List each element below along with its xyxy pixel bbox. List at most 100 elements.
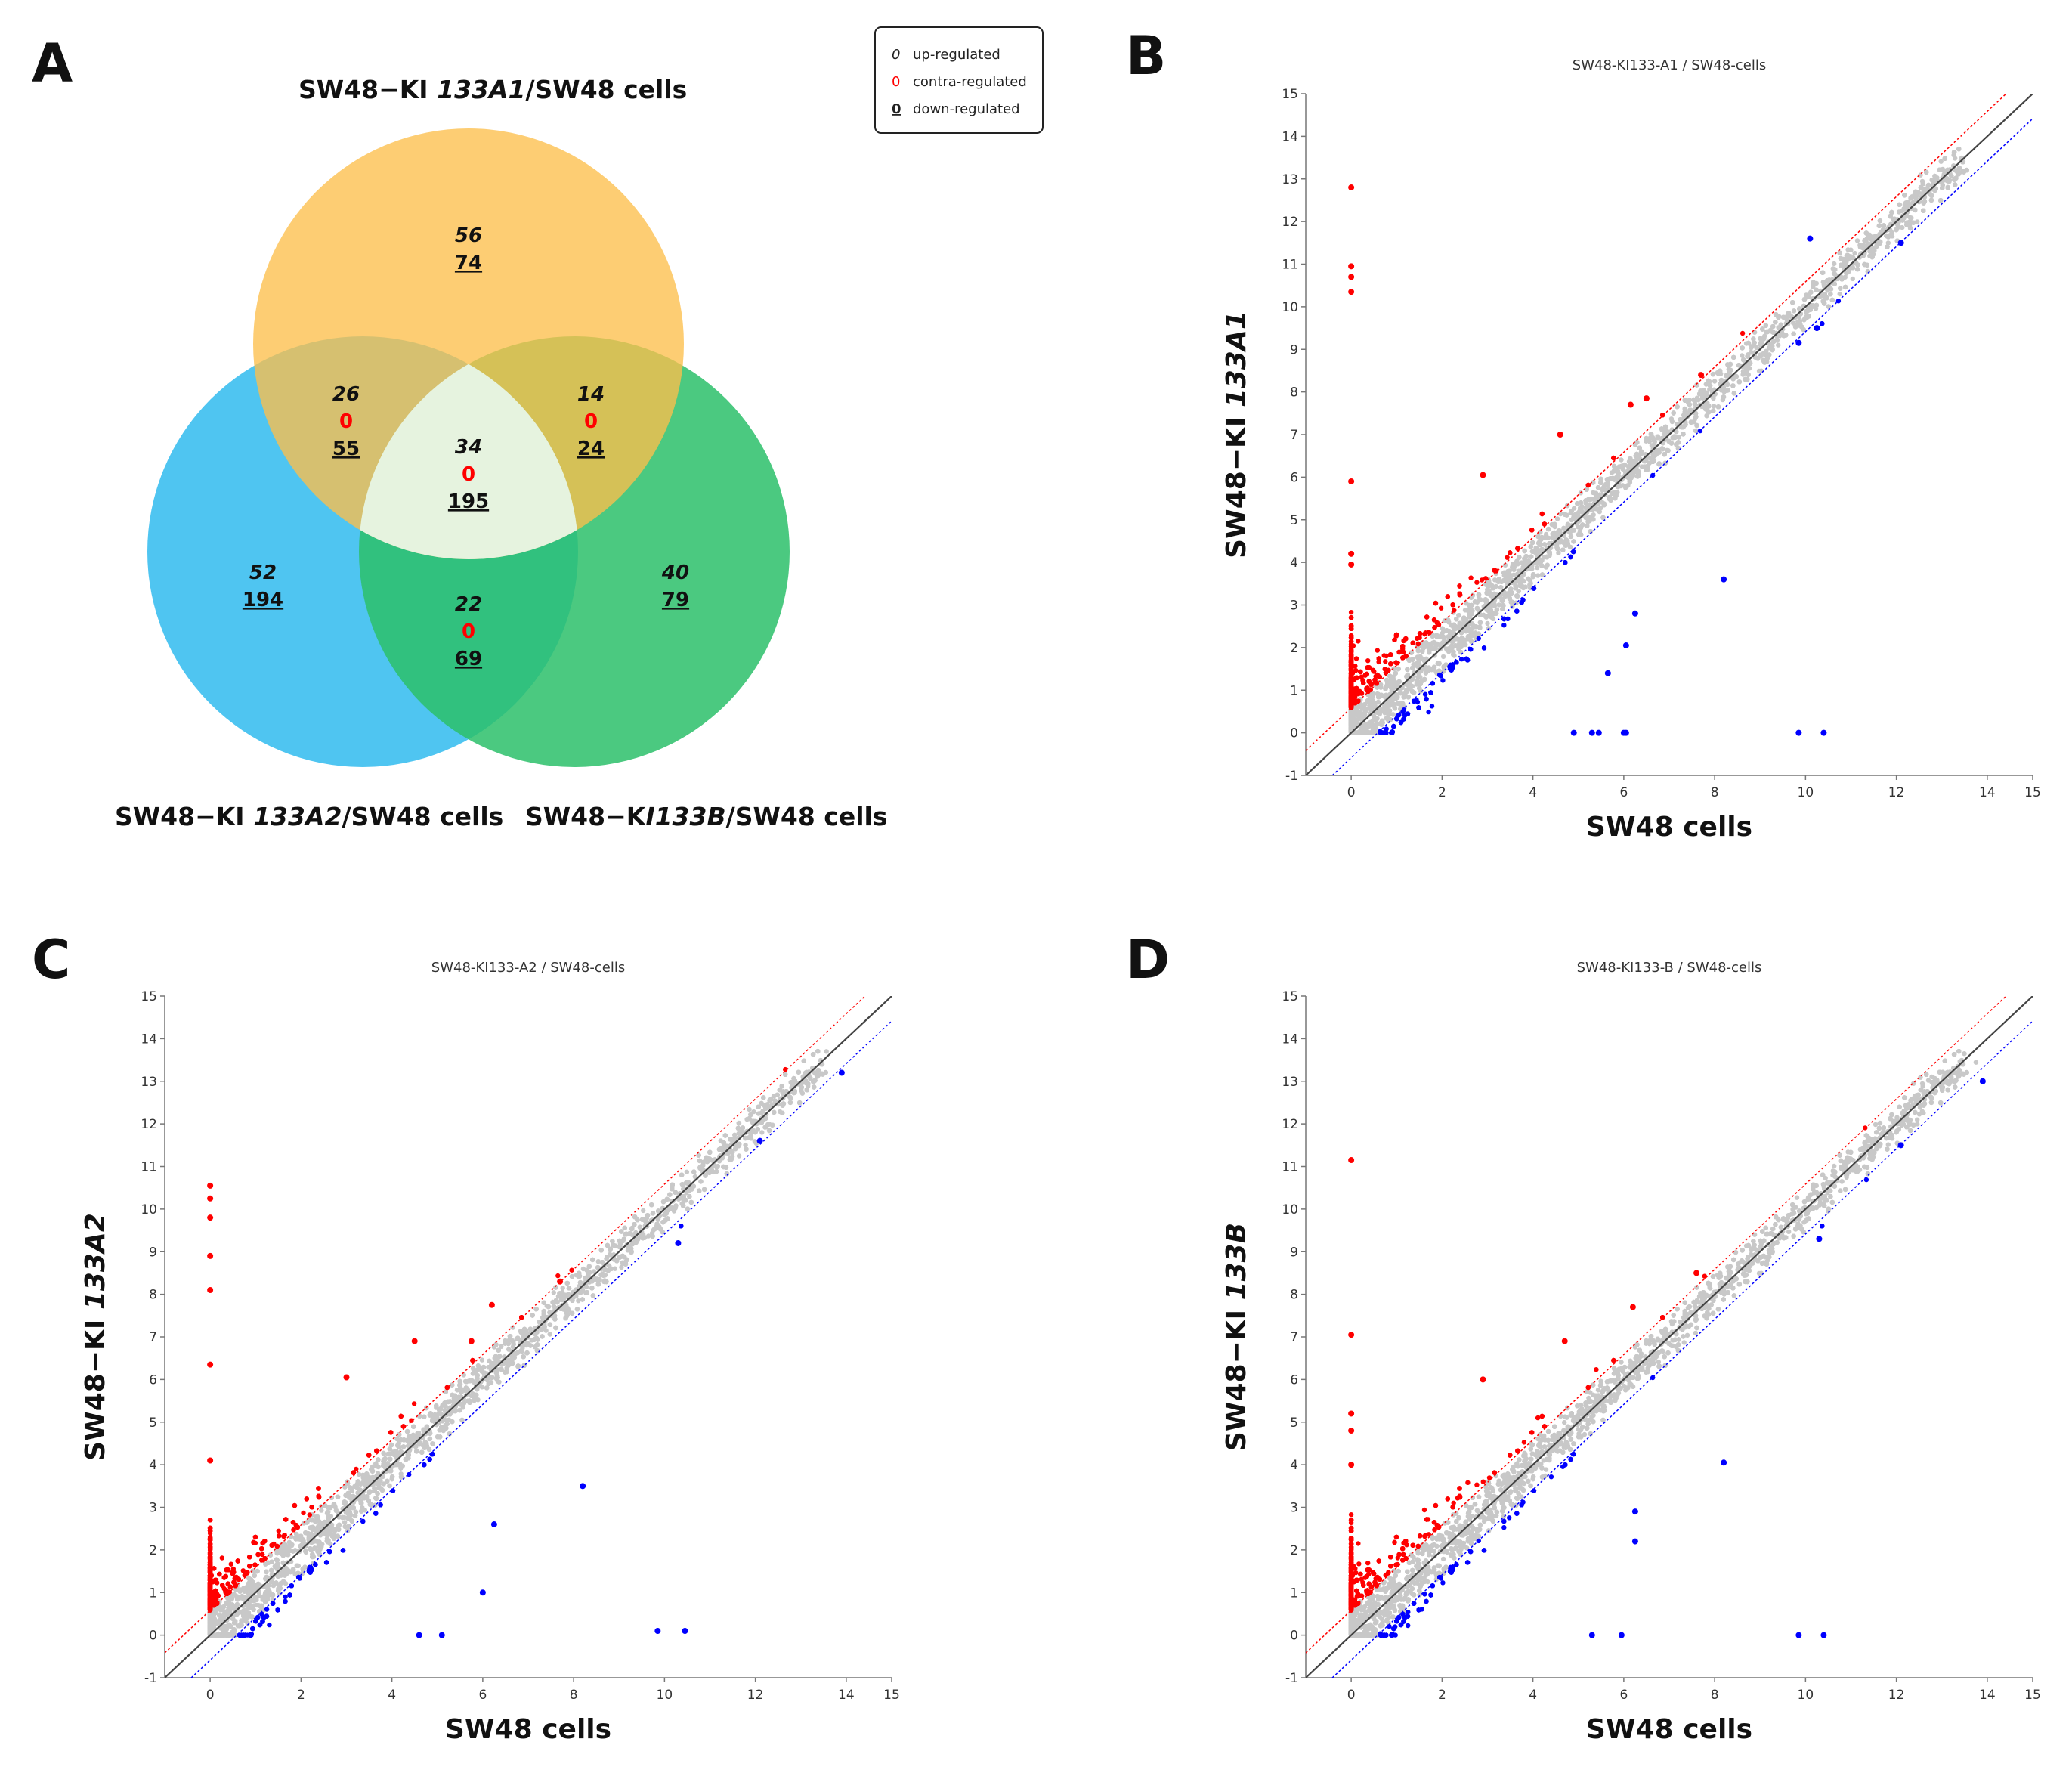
- scatter-point: [1535, 573, 1541, 578]
- y-tick-label: 15: [1282, 87, 1298, 102]
- scatter-point: [1554, 516, 1560, 521]
- panel-label-a: A: [32, 32, 73, 94]
- x-tick-label: 8: [1711, 785, 1719, 800]
- region-up-count: 26: [332, 383, 360, 406]
- scatter-point: [1543, 565, 1549, 570]
- scatter-point: [1854, 238, 1860, 243]
- scatter-point: [1492, 577, 1498, 583]
- scatter-point: [1712, 404, 1717, 409]
- x-tick-label: 14: [1979, 785, 1996, 800]
- panel-label-d: D: [1126, 929, 1170, 991]
- y-tick-label: 5: [1290, 513, 1298, 528]
- scatter-point: [1496, 602, 1501, 608]
- y-tick-label: 3: [1290, 599, 1298, 614]
- venn-title-a1: SW48−KI 133A1/SW48 cells: [298, 75, 687, 104]
- region-up-count: 22: [455, 593, 482, 616]
- scatter-plot-b: SW48-KI133-A1 / SW48-cells-1012345678910…: [1221, 57, 2041, 843]
- y-tick-label: 11: [1282, 258, 1298, 273]
- y-tick-label: 8: [1290, 385, 1298, 401]
- scatter-point: [1579, 500, 1584, 506]
- legend-up-label: up-regulated: [913, 47, 1000, 63]
- region-down-count: 194: [243, 589, 283, 611]
- scatter-point: [1556, 550, 1561, 555]
- scatter-point: [1619, 457, 1624, 463]
- y-tick-label: 9: [1290, 342, 1298, 357]
- x-tick-label: 15: [2024, 785, 2041, 800]
- region-up-count: 14: [577, 383, 605, 406]
- scatter-point: [1703, 382, 1709, 387]
- y-tick-label: 0: [1290, 726, 1298, 741]
- y-tick-label: 4: [1290, 555, 1298, 571]
- y-tick-label: 1: [1290, 683, 1298, 698]
- x-tick-label: 12: [1888, 785, 1905, 800]
- scatter-point: [1850, 276, 1855, 282]
- region-contra-count: 0: [462, 620, 475, 643]
- scatter-point: [1885, 240, 1891, 246]
- y-tick-label: 13: [1282, 172, 1298, 187]
- x-tick-label: 2: [1438, 785, 1446, 800]
- region-down-count: 55: [332, 438, 360, 460]
- x-tick-label: 4: [1529, 785, 1537, 800]
- region-down-count: 69: [455, 648, 482, 670]
- scatter-point: [1535, 565, 1540, 571]
- legend-down-label: down-regulated: [913, 101, 1020, 117]
- region-down-count: 195: [448, 490, 489, 513]
- scatter-point: [1712, 379, 1718, 384]
- scatter-point: [1693, 428, 1699, 434]
- scatter-point: [1440, 654, 1446, 660]
- scatter-point: [1776, 342, 1781, 348]
- venn-region-a1-a2: 26 0 55: [332, 383, 360, 460]
- scatter-point: [1790, 320, 1796, 326]
- y-tick-label: 7: [1290, 428, 1298, 443]
- scatter-point: [1740, 353, 1745, 358]
- y-tick-label: -1: [1285, 769, 1298, 784]
- venn-legend: 0 up-regulated 0 contra-regulated 0 down…: [874, 26, 1044, 134]
- legend-box: [874, 26, 1044, 134]
- scatter-point: [1485, 620, 1490, 627]
- scatter-point: [1597, 509, 1602, 515]
- plot-area: [1306, 94, 2033, 775]
- region-up-count: 56: [455, 224, 482, 247]
- scatter-point: [1591, 512, 1596, 518]
- y-tick-label: 6: [1290, 470, 1298, 485]
- venn-region-a2-b: 22 0 69: [455, 593, 482, 670]
- scatter-point: [1477, 597, 1482, 602]
- panel-a: A SW48−KI 133A1/SW48 cells 0 up-regulate…: [32, 26, 1044, 831]
- legend-up-symbol: 0: [892, 47, 900, 63]
- scatter-point: [1925, 182, 1931, 187]
- panel-label-c: C: [32, 929, 70, 991]
- region-up-count: 52: [249, 562, 277, 584]
- scatter-point: [1434, 641, 1440, 646]
- scatter-point: [1852, 250, 1857, 256]
- x-tick-label: 10: [1798, 785, 1814, 800]
- scatter-title: SW48-KI133-A1 / SW48-cells: [1573, 57, 1766, 73]
- region-contra-count: 0: [584, 410, 598, 433]
- region-up-count: 34: [455, 436, 482, 459]
- venn-circle-133a1: [253, 128, 684, 559]
- unchanged-points: [1348, 146, 1969, 735]
- region-down-count: 79: [662, 589, 689, 611]
- scatter-point: [1938, 159, 1944, 164]
- scatter-point: [1915, 219, 1920, 224]
- region-contra-count: 0: [462, 463, 475, 486]
- y-tick-label: 2: [1290, 641, 1298, 656]
- venn-region-all: 34 0 195: [448, 436, 489, 513]
- region-down-count: 24: [577, 438, 605, 460]
- scatter-point: [1832, 261, 1837, 267]
- venn-region-a2-only: 52 194: [243, 562, 283, 611]
- venn-title-b: SW48−KI133B/SW48 cells: [525, 802, 887, 831]
- y-tick-label: 12: [1282, 215, 1298, 230]
- legend-down-symbol: 0: [892, 101, 901, 117]
- panel-label-b: B: [1126, 25, 1166, 87]
- scatter-point: [1668, 416, 1675, 422]
- scatter-point: [1707, 387, 1712, 392]
- venn-region-a1-only: 56 74: [455, 224, 482, 274]
- region-contra-count: 0: [339, 410, 353, 433]
- legend-contra-label: contra-regulated: [913, 74, 1027, 90]
- legend-contra-symbol: 0: [892, 74, 900, 90]
- x-tick-label: 6: [1619, 785, 1628, 800]
- scatter-point: [1918, 172, 1923, 178]
- scatter-point: [1837, 291, 1842, 297]
- venn-region-a1-b: 14 0 24: [577, 383, 605, 460]
